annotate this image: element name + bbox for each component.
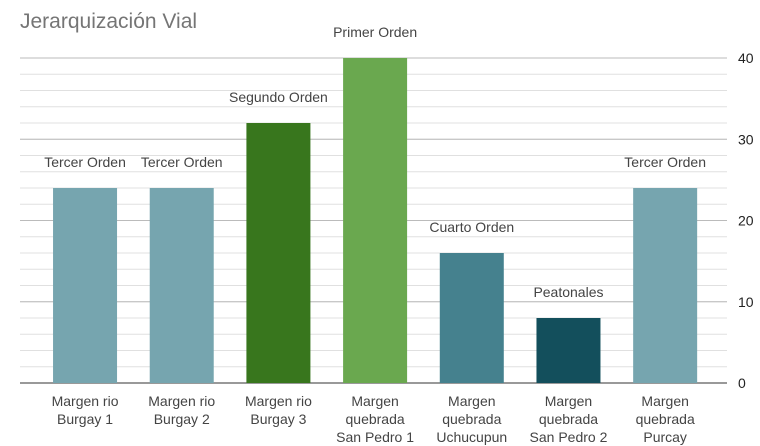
bar <box>149 188 214 383</box>
x-tick-label: Margen quebrada Purcay <box>636 393 695 445</box>
y-tick-label: 40 <box>738 50 754 66</box>
x-tick-label: Margen rio Burgay 2 <box>148 393 215 427</box>
bar <box>343 58 408 383</box>
x-tick-label: Margen quebrada Uchucupun <box>436 393 507 445</box>
bar <box>246 123 311 383</box>
y-tick-label: 0 <box>738 375 746 391</box>
bar-label: Peatonales <box>533 284 603 300</box>
bar <box>53 188 118 383</box>
chart-title: Jerarquización Vial <box>20 10 197 33</box>
bar-label: Tercer Orden <box>141 154 223 170</box>
bar <box>439 253 504 383</box>
bar-label: Segundo Orden <box>229 89 328 105</box>
bar-label: Tercer Orden <box>44 154 126 170</box>
y-tick-label: 30 <box>738 131 754 147</box>
x-tick-label: Margen rio Burgay 3 <box>245 393 312 427</box>
bar-label: Cuarto Orden <box>429 219 514 235</box>
y-tick-label: 10 <box>738 294 754 310</box>
x-tick-label: Margen rio Burgay 1 <box>52 393 119 427</box>
bar <box>633 188 698 383</box>
bar <box>536 318 601 383</box>
y-tick-label: 20 <box>738 213 754 229</box>
x-tick-label: Margen quebrada San Pedro 1 <box>336 393 414 445</box>
x-tick-label: Margen quebrada San Pedro 2 <box>530 393 608 445</box>
bar-label: Primer Orden <box>333 24 417 40</box>
bar-label: Tercer Orden <box>624 154 706 170</box>
